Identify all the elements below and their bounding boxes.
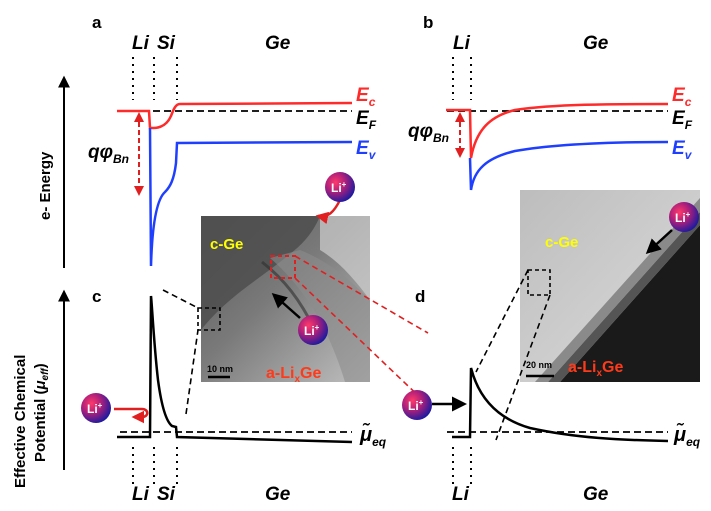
ef-label-b: EF	[672, 108, 693, 132]
li-ion-panel-d: Li+	[402, 390, 432, 420]
ef-label-a: EF	[356, 108, 377, 132]
li-ion-right-tem: Li+	[669, 202, 699, 232]
zoom-box-black-right	[527, 269, 551, 296]
ion-arrow-left-tem	[271, 293, 301, 319]
region-si-label-c: Si	[157, 484, 176, 505]
ec-label-b: Ec	[672, 85, 692, 109]
mu-eq-label-c: μ̃eq	[359, 422, 387, 449]
region-si-label-a: Si	[157, 33, 176, 54]
ion-curved-arrow-c	[114, 407, 149, 424]
ion-curved-arrow-top	[315, 199, 342, 225]
conduction-band-a	[117, 101, 353, 130]
svg-text:Li+: Li+	[87, 401, 103, 416]
potential-curve-d	[452, 367, 669, 443]
region-ge-label-d: Ge	[583, 484, 609, 505]
svg-text:Li+: Li+	[331, 180, 347, 195]
scale-label-left: 10 nm	[207, 364, 233, 374]
ev-label-b: Ev	[672, 138, 693, 162]
micrograph-left: c-Ge a-LixGe 10 nm	[197, 216, 370, 385]
panel-label-a: a	[92, 13, 102, 32]
region-ge-label-b: Ge	[583, 33, 609, 54]
potential-axis-label-line1: Effective Chemical	[12, 355, 29, 488]
amorphous-label-left: a-LixGe	[266, 365, 321, 385]
crystal-label-left: c-Ge	[210, 236, 243, 253]
potential-axis-label-line2: Potential (μeff)	[32, 363, 51, 462]
zoom-connectors	[162, 255, 551, 441]
li-ion-top: Li+	[325, 172, 355, 202]
svg-text:Li+: Li+	[675, 210, 691, 225]
panel-b-bands	[446, 102, 669, 191]
amorphous-label-right: a-LixGe	[568, 359, 623, 379]
panel-label-d: d	[415, 287, 425, 306]
ev-label-a: Ev	[356, 138, 377, 162]
region-li-label-c: Li	[132, 484, 150, 505]
li-ion-panel-c: Li+	[81, 393, 111, 423]
crystal-label-right: c-Ge	[545, 234, 578, 251]
ion-arrow-right-tem	[645, 229, 673, 255]
region-ge-label-c: Ge	[265, 484, 291, 505]
panel-a-bands	[117, 101, 353, 267]
valence-band-b	[468, 140, 669, 191]
barrier-label-b: qφBn	[408, 121, 449, 145]
panel-label-b: b	[423, 13, 433, 32]
scale-label-right: 20 nm	[526, 360, 552, 370]
region-li-label-d: Li	[452, 484, 470, 505]
energy-axis-label: e- Energy	[37, 151, 54, 220]
li-ion-left-tem: Li+	[298, 315, 328, 345]
region-boundaries	[132, 57, 472, 488]
region-ge-label-a: Ge	[265, 33, 291, 54]
valence-band-a	[148, 127, 353, 267]
potential-curve-c	[117, 295, 353, 444]
conduction-band-b	[446, 102, 669, 159]
svg-text:Li+: Li+	[408, 398, 424, 413]
barrier-label-a: qφBn	[88, 142, 129, 166]
svg-text:Li+: Li+	[304, 323, 320, 338]
zoom-box-black-left	[197, 307, 221, 331]
region-li-label-a: Li	[132, 33, 150, 54]
panel-label-c: c	[92, 287, 101, 306]
zoom-box-red-left	[270, 255, 296, 279]
mu-eq-label-d: μ̃eq	[673, 422, 701, 449]
ec-label-a: Ec	[356, 85, 376, 109]
region-li-label-b: Li	[453, 33, 471, 54]
